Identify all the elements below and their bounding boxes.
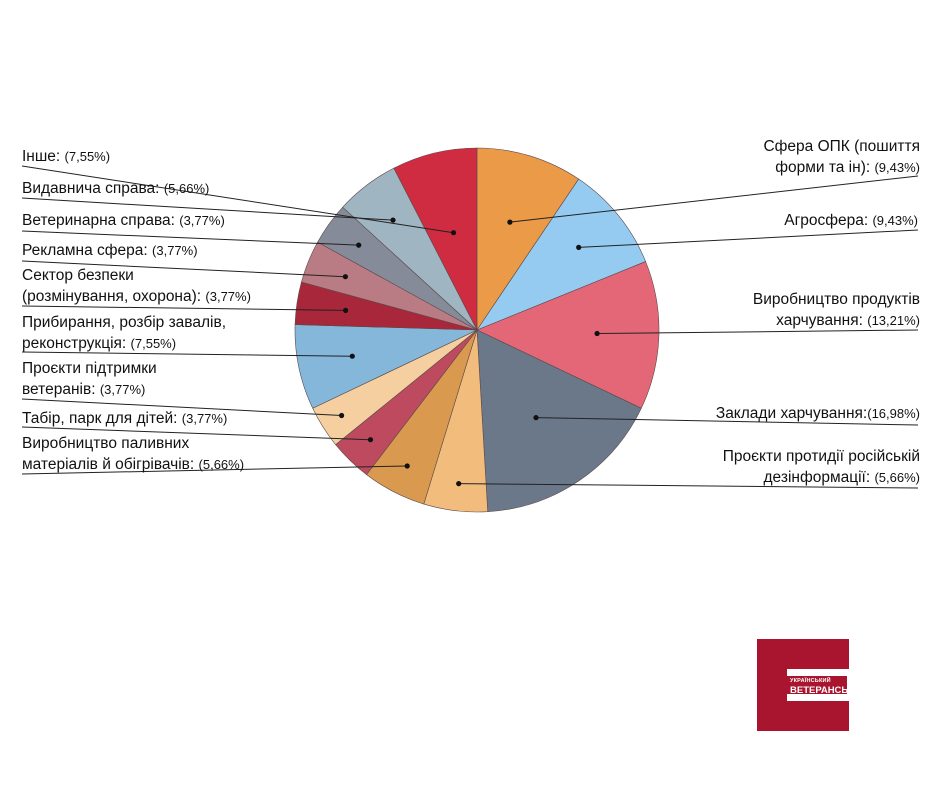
label-opk: Сфера ОПК (пошиття форми та ін): (9,43%) xyxy=(763,138,920,176)
leader-line xyxy=(535,417,919,426)
label-security: Сектор безпеки (розмінування, охорона): … xyxy=(22,267,251,305)
label-camp: Табір, парк для дітей: (3,77%) xyxy=(22,410,228,427)
logo-text: УКРАЇНСЬКИЙ ВЕТЕРАНСЬКИЙ ФОНД xyxy=(790,678,868,701)
leader-line xyxy=(21,260,346,278)
leader-dot xyxy=(576,244,582,250)
label-agro: Агросфера: (9,43%) xyxy=(784,212,918,229)
leader-line xyxy=(578,229,919,248)
leader-line xyxy=(21,165,454,234)
label-veterans: Проєкти підтримки ветеранів: (3,77%) xyxy=(22,360,157,398)
pie-slice xyxy=(393,147,478,331)
leader-line xyxy=(21,465,408,475)
logo-band xyxy=(787,676,847,694)
leader-dot xyxy=(533,415,539,421)
leader-dot xyxy=(404,463,410,469)
label-catering: Заклади харчування:(16,98%) xyxy=(715,405,920,422)
leader-dot xyxy=(367,437,374,443)
leader-dot xyxy=(349,353,355,359)
leader-line xyxy=(509,175,919,223)
leader-dot xyxy=(342,274,348,280)
label-publishing: Видавнича справа: (5,66%) xyxy=(22,180,210,197)
label-disinfo: Проєкти протидії російській дезінформаці… xyxy=(722,448,920,486)
leader-line xyxy=(21,230,359,246)
leader-dot xyxy=(356,242,362,248)
label-veterinary: Ветеринарна справа: (3,77%) xyxy=(22,212,225,229)
label-other: Інше: (7,55%) xyxy=(22,148,111,165)
leader-dot xyxy=(456,481,462,487)
leader-line xyxy=(21,398,342,416)
leader-dot xyxy=(507,219,513,225)
leader-line xyxy=(21,305,346,311)
pie-slice xyxy=(476,178,647,331)
label-food-production: Виробництво продуктів харчування: (13,21… xyxy=(752,291,920,329)
leader-line xyxy=(597,329,919,334)
leader-dot xyxy=(390,217,396,223)
leader-line xyxy=(21,351,353,357)
leader-line xyxy=(21,426,371,441)
pie-slice xyxy=(476,261,660,409)
label-fuel: Виробництво паливних матеріалів й обігрі… xyxy=(22,435,245,473)
leader-line xyxy=(458,483,919,489)
pie-slice xyxy=(476,329,642,512)
pie-slice xyxy=(476,147,580,331)
label-cleanup: Прибирання, розбір завалів, реконструкці… xyxy=(22,314,227,352)
leader-dot xyxy=(594,330,600,337)
leader-dot xyxy=(450,230,457,236)
logo-mark xyxy=(757,639,849,731)
label-ads: Рекламна сфера: (3,77%) xyxy=(22,242,198,259)
foundation-logo: УКРАЇНСЬКИЙ ВЕТЕРАНСЬКИЙ ФОНД xyxy=(757,639,868,731)
leader-dot xyxy=(339,412,345,419)
leader-line xyxy=(21,197,394,221)
leader-dot xyxy=(343,307,349,313)
